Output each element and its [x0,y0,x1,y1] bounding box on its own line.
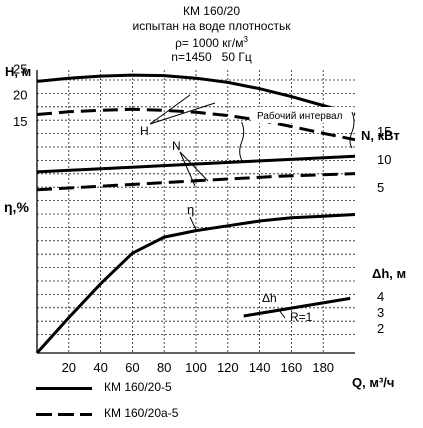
efficiency-label-leader [189,216,198,233]
head-curve-label: Н [140,124,149,138]
x-tick-label: 180 [312,360,334,375]
legend-label-solid: КМ 160/20-5 [104,380,172,394]
series-power-solid [36,154,356,174]
x-tick-label: 40 [93,360,107,375]
npsh-tick-label: 2 [377,321,384,336]
legend-item-solid: КМ 160/20-5 [36,378,336,398]
power-label-leader [179,151,209,182]
power-tick-label: 10 [377,152,391,167]
speed-label: n=1450 [171,50,212,64]
head-label-leader [149,94,191,125]
series-power-dashed [36,172,356,192]
legend-swatch-solid [36,387,92,390]
efficiency-curve-label: η [187,202,194,217]
x-tick-label: 140 [249,360,271,375]
power-tick-label: 15 [377,124,391,139]
x-tick-label: 100 [185,360,207,375]
series-head-solid [36,73,356,116]
x-tick-label: 80 [157,360,171,375]
head-tick-label: 15 [13,114,27,129]
head-label-leader-2 [149,102,216,125]
working-interval-marker-left [239,121,245,161]
power-label-leader-2 [179,151,196,187]
chart-subtitle-speed: n=1450 50 Гц [0,50,423,64]
chart-subtitle-density: ρ= 1000 кг/м3 [0,33,423,50]
working-interval-marker-right [349,111,355,149]
npsh-tick-label: 3 [377,305,384,320]
series-npsh-solid [243,296,351,318]
power-tick-label: 5 [377,180,384,195]
x-tick-label: 60 [125,360,139,375]
power-axis-label: N, кВт [361,128,400,143]
axes [36,70,355,354]
npsh-curve-label: Δh [262,291,277,305]
density-unit-sup: 3 [243,35,248,44]
head-tick-label: 25 [13,61,27,76]
frequency-label: 50 Гц [221,50,252,64]
legend-swatch-dashed-2 [58,413,74,416]
npsh-note-leader [278,309,286,319]
series-group [35,73,356,355]
x-tick-label: 20 [62,360,76,375]
working-interval-label: Рабочий интервал [257,110,343,122]
power-curve-label: N [172,139,181,153]
npsh-axis-label: Δh, м [372,266,406,281]
x-axis-label: Q, м³/ч [352,375,394,390]
density-symbol: ρ [175,36,182,50]
legend-label-dashed: КМ 160/20а-5 [104,406,179,420]
x-tick-label: 120 [217,360,239,375]
head-tick-label: 20 [13,88,27,103]
npsh-curve-note: R=1 [290,310,313,324]
x-tick-label: 160 [281,360,303,375]
working-interval-box [253,107,354,123]
density-value: = 1000 кг/м [181,36,244,50]
legend-swatch-dashed [36,413,52,416]
legend-swatch-dashed-3 [80,413,92,416]
chart-subtitle-medium: испытан на воде плотностьк [132,19,291,33]
series-head-dashed [36,107,356,142]
legend-item-dashed: КМ 160/20а-5 [36,404,336,424]
efficiency-axis-label: η,% [4,199,29,215]
npsh-tick-label: 4 [377,289,384,304]
chart-title: КМ 160/20 [182,4,241,18]
legend: КМ 160/20-5 КМ 160/20а-5 [36,378,336,424]
head-axis-label: Н, м [5,64,31,79]
